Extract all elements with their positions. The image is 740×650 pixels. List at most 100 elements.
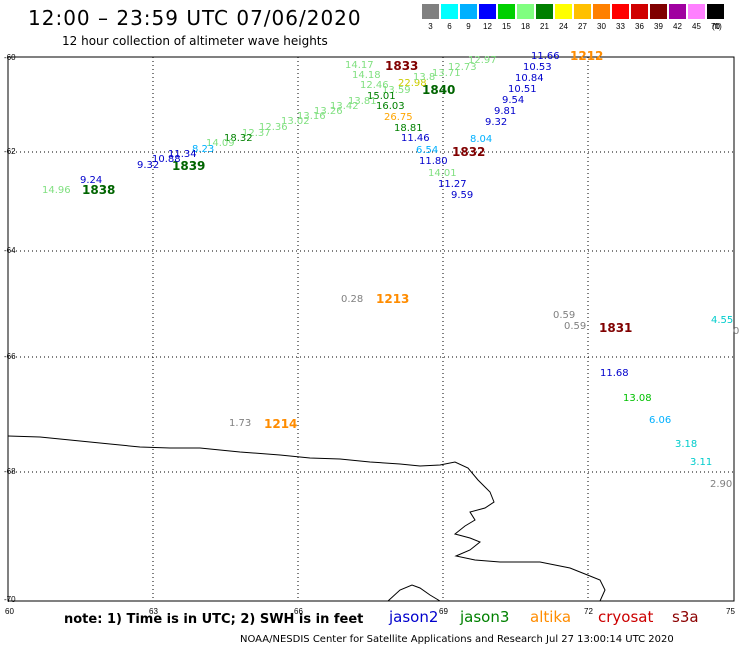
legend-s3a: s3a xyxy=(672,608,699,626)
lat-label: -64 xyxy=(4,246,16,255)
scale-label: 18 xyxy=(521,22,530,31)
scale-label: 24 xyxy=(559,22,568,31)
pass-label: 1839 xyxy=(172,159,206,173)
pass-label: 1838 xyxy=(82,183,116,197)
wave-height-reading: 11.80 xyxy=(419,156,448,167)
wave-height-reading: 13.26 xyxy=(314,106,343,117)
lat-label: -70 xyxy=(4,595,16,604)
scale-swatch xyxy=(669,4,686,19)
scale-label: 30 xyxy=(597,22,606,31)
wave-height-reading: 13.42 xyxy=(330,101,359,112)
scale-label: 12 xyxy=(483,22,492,31)
legend-altika: altika xyxy=(530,608,572,626)
scale-label: 9 xyxy=(466,22,471,31)
wave-height-reading: 12.46 xyxy=(360,80,389,91)
lon-label: 60 xyxy=(5,607,14,616)
wave-height-reading: 22.98 xyxy=(398,78,427,89)
wave-height-reading: 14.09 xyxy=(206,138,235,149)
scale-label: 6 xyxy=(447,22,452,31)
wave-height-reading: 9.54 xyxy=(502,95,525,106)
wave-height-reading: 0.28 xyxy=(341,294,364,305)
scale-swatch xyxy=(574,4,591,19)
wave-height-reading: 11.68 xyxy=(600,368,629,379)
wave-height-reading: 12.73 xyxy=(448,62,477,73)
scale-label: 21 xyxy=(540,22,549,31)
wave-height-reading: 26.75 xyxy=(384,112,413,123)
wave-height-reading: 18.32 xyxy=(224,133,253,144)
wave-height-reading: 10.88 xyxy=(152,154,181,165)
wave-height-reading: 0.59 xyxy=(553,310,576,321)
pass-label: 1840 xyxy=(422,83,456,97)
scale-swatch xyxy=(498,4,515,19)
wave-height-reading: 1.73 xyxy=(229,418,252,429)
scale-swatch xyxy=(555,4,572,19)
lat-label: -62 xyxy=(4,147,16,156)
wave-height-reading: 11.66 xyxy=(531,51,560,62)
wave-height-reading: 6.54 xyxy=(416,145,439,156)
scale-label: 3 xyxy=(428,22,433,31)
scale-swatch xyxy=(650,4,667,19)
wave-height-reading: 9.24 xyxy=(80,175,103,186)
scale-label: 27 xyxy=(578,22,587,31)
antarctic-coastline xyxy=(7,435,606,602)
lat-label: -68 xyxy=(4,467,16,476)
scale-unit-label: (ft) xyxy=(712,22,722,31)
map-title: 12:00 – 23:59 UTC 07/06/2020 xyxy=(28,6,362,30)
pass-label: 1831 xyxy=(599,321,633,335)
wave-height-reading: 13.59 xyxy=(382,85,411,96)
scale-swatch xyxy=(593,4,610,19)
scale-swatch xyxy=(612,4,629,19)
wave-height-reading: 0.59 xyxy=(564,321,587,332)
wave-height-reading: 2.90 xyxy=(710,479,733,490)
wave-height-reading: 10.53 xyxy=(523,62,552,73)
lat-label: -66 xyxy=(4,352,16,361)
wave-height-reading: 8.23 xyxy=(192,144,215,155)
scale-swatch xyxy=(422,4,439,19)
scale-label: 39 xyxy=(654,22,663,31)
scale-swatch xyxy=(441,4,458,19)
legend-jason2: jason2 xyxy=(389,608,439,626)
credit-line: NOAA/NESDIS Center for Satellite Applica… xyxy=(240,634,674,645)
wave-height-reading: 13.71 xyxy=(432,68,461,79)
lon-label: 66 xyxy=(294,607,303,616)
wave-height-reading: 11.34 xyxy=(168,149,197,160)
wave-height-reading: 4.55 xyxy=(711,315,734,326)
wave-height-reading: 11.46 xyxy=(401,133,430,144)
scale-swatch xyxy=(707,4,724,19)
pass-label: 1832 xyxy=(452,145,486,159)
wave-height-reading: 13.8 xyxy=(413,72,436,83)
wave-height-reading: 9.59 xyxy=(451,190,474,201)
legend-cryosat: cryosat xyxy=(598,608,654,626)
wave-height-reading: 9.32 xyxy=(485,117,508,128)
wave-height-reading: 15.01 xyxy=(367,91,396,102)
wave-height-reading: 8.04 xyxy=(470,134,493,145)
scale-swatch xyxy=(536,4,553,19)
scale-label: 15 xyxy=(502,22,511,31)
scale-label: 36 xyxy=(635,22,644,31)
coastline-inlet xyxy=(387,584,441,602)
wave-height-reading: 9.32 xyxy=(137,160,160,171)
scale-swatch xyxy=(631,4,648,19)
pass-label: 1833 xyxy=(385,59,419,73)
wave-height-reading: 13.16 xyxy=(297,111,326,122)
scale-label: 45 xyxy=(692,22,701,31)
scale-swatch xyxy=(517,4,534,19)
graticule xyxy=(8,57,734,601)
scale-swatch xyxy=(479,4,496,19)
pass-label: 1213 xyxy=(376,292,410,306)
lon-label: 63 xyxy=(149,607,158,616)
wave-height-reading: 16.03 xyxy=(376,101,405,112)
wave-height-reading: 10.84 xyxy=(515,73,544,84)
scale-swatch xyxy=(460,4,477,19)
wave-height-reading: 14.17 xyxy=(345,60,374,71)
wave-height-reading: 3.18 xyxy=(675,439,698,450)
wave-height-reading: 18.81 xyxy=(394,123,423,134)
map-frame xyxy=(7,56,735,602)
scale-label: 42 xyxy=(673,22,682,31)
wave-height-reading: 6.06 xyxy=(649,415,672,426)
wave-height-reading: 13.81 xyxy=(348,96,377,107)
scale-label: 70 xyxy=(711,22,720,31)
wave-height-reading: 3.11 xyxy=(690,457,713,468)
